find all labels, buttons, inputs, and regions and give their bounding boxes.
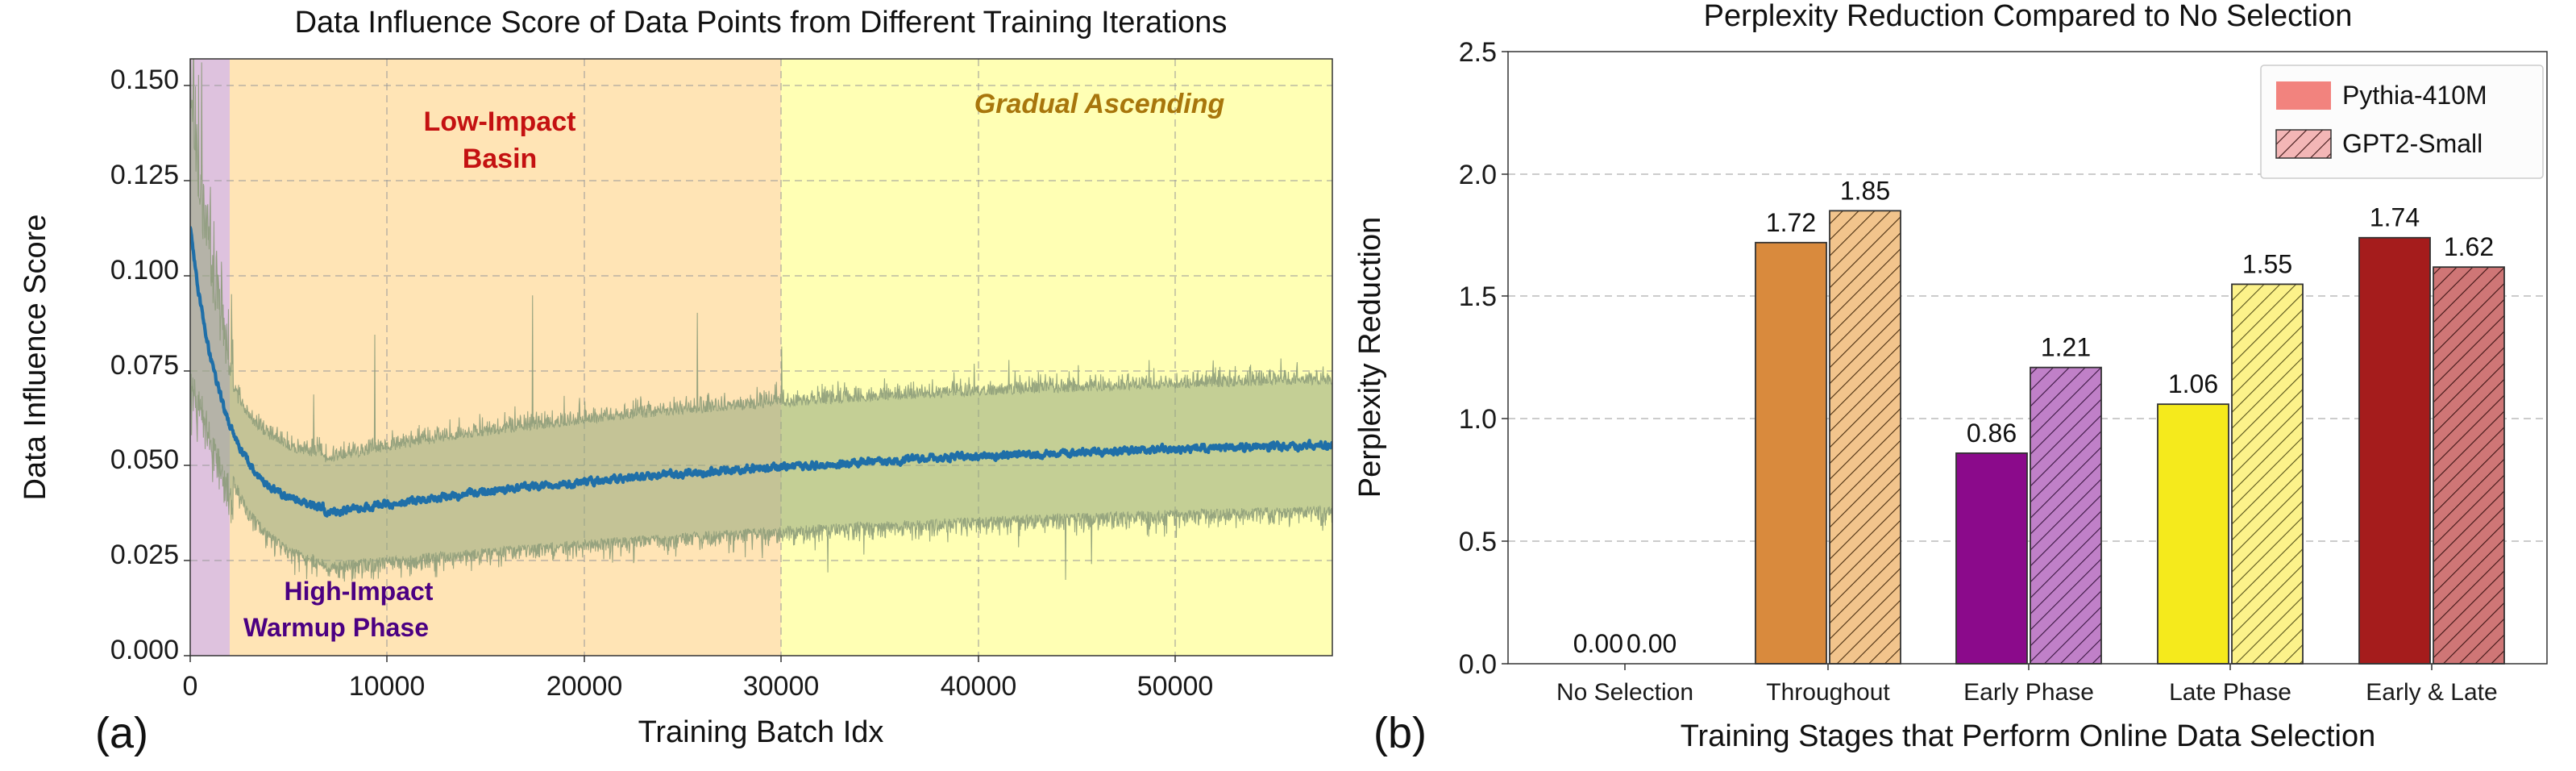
svg-text:2.5: 2.5 [1459,37,1497,68]
svg-text:Warmup Phase: Warmup Phase [243,613,429,642]
svg-text:0: 0 [183,671,198,702]
svg-text:1.74: 1.74 [2370,203,2420,232]
svg-text:Data Influence Score: Data Influence Score [19,215,52,501]
svg-text:(a): (a) [95,709,148,757]
svg-text:0.0: 0.0 [1459,649,1497,680]
svg-text:Late Phase: Late Phase [2169,679,2291,706]
svg-text:0.00: 0.00 [1573,629,1623,658]
svg-text:Data Influence Score of Data P: Data Influence Score of Data Points from… [295,6,1228,40]
svg-text:No Selection: No Selection [1556,679,1693,706]
svg-text:0.150: 0.150 [110,65,179,95]
svg-text:Early Phase: Early Phase [1963,679,2094,706]
svg-text:(b): (b) [1373,709,1427,757]
svg-text:0.5: 0.5 [1459,527,1497,557]
svg-text:0.86: 0.86 [1967,419,2017,448]
svg-text:1.55: 1.55 [2242,249,2292,278]
svg-text:1.21: 1.21 [2041,333,2091,362]
svg-text:1.5: 1.5 [1459,281,1497,312]
svg-text:1.72: 1.72 [1766,208,1816,237]
svg-text:0.025: 0.025 [110,540,179,570]
svg-text:0.00: 0.00 [1627,629,1676,658]
svg-text:0.125: 0.125 [110,160,179,190]
svg-text:0.075: 0.075 [110,350,179,381]
svg-text:0.050: 0.050 [110,444,179,475]
svg-text:Low-Impact: Low-Impact [424,106,576,137]
svg-text:Pythia-410M: Pythia-410M [2342,81,2487,110]
svg-text:0.000: 0.000 [110,635,179,665]
svg-text:Training Batch Idx: Training Batch Idx [638,715,884,749]
svg-text:Training Stages that Perform O: Training Stages that Perform Online Data… [1681,719,2375,753]
svg-text:0.100: 0.100 [110,255,179,285]
svg-text:40000: 40000 [941,671,1017,702]
svg-text:Basin: Basin [463,144,538,174]
svg-text:1.0: 1.0 [1459,404,1497,435]
svg-text:High-Impact: High-Impact [285,577,434,606]
svg-text:1.62: 1.62 [2444,232,2494,261]
svg-text:Early & Late: Early & Late [2366,679,2497,706]
svg-text:1.85: 1.85 [1840,176,1890,205]
svg-text:30000: 30000 [743,671,820,702]
svg-text:GPT2-Small: GPT2-Small [2342,129,2483,158]
svg-text:Gradual Ascending: Gradual Ascending [974,89,1225,119]
svg-text:2.0: 2.0 [1459,160,1497,190]
svg-text:Throughout: Throughout [1766,679,1890,706]
svg-text:Perplexity Reduction: Perplexity Reduction [1353,217,1387,498]
svg-text:10000: 10000 [349,671,426,702]
svg-text:1.06: 1.06 [2168,369,2218,398]
svg-text:20000: 20000 [546,671,623,702]
svg-text:Perplexity Reduction Compared: Perplexity Reduction Compared to No Sele… [1704,0,2353,33]
svg-text:50000: 50000 [1137,671,1214,702]
